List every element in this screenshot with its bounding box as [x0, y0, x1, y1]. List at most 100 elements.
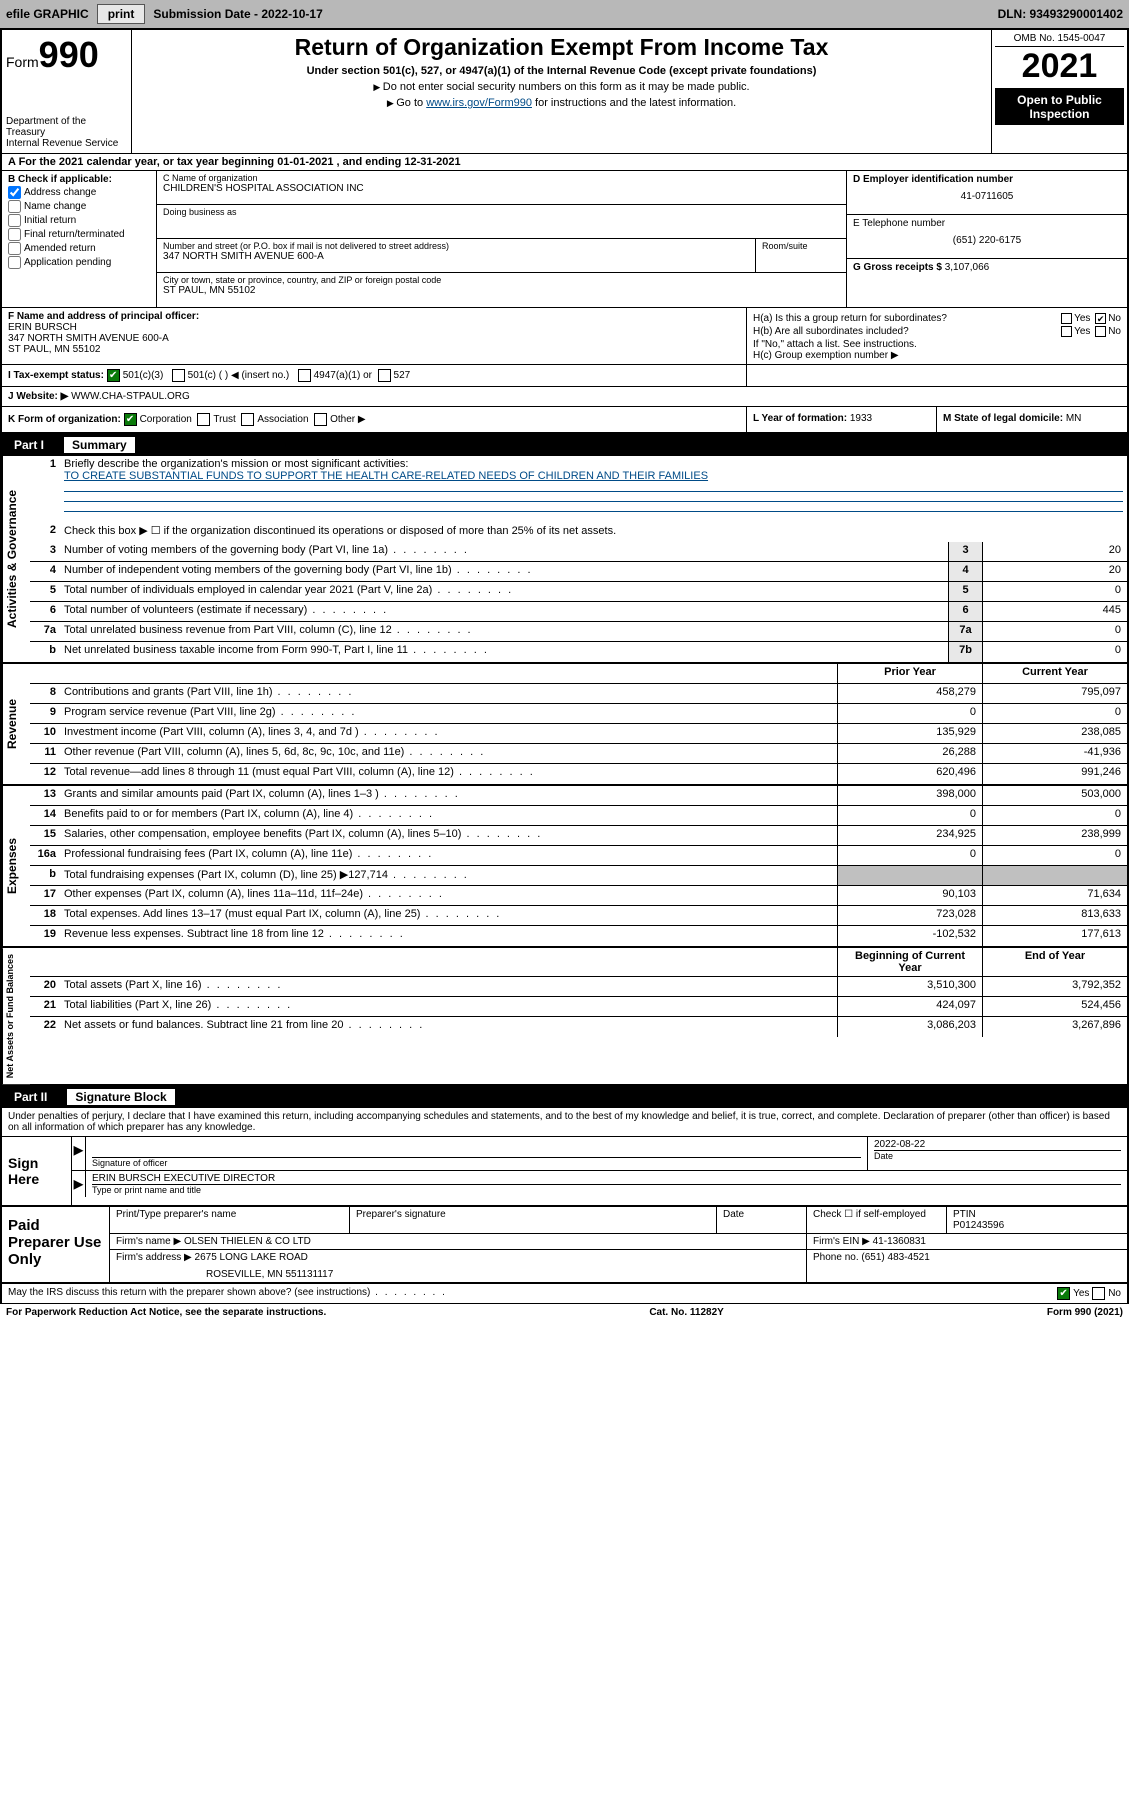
line-num: 11 — [30, 744, 60, 763]
chk-corporation[interactable] — [124, 413, 137, 426]
line-num: 3 — [30, 542, 60, 561]
current-value: 71,634 — [982, 886, 1127, 905]
table-row: 8Contributions and grants (Part VIII, li… — [30, 684, 1127, 704]
ha-yes-box[interactable] — [1061, 313, 1072, 324]
table-row: 21Total liabilities (Part X, line 26)424… — [30, 997, 1127, 1017]
line-desc: Grants and similar amounts paid (Part IX… — [60, 786, 837, 805]
discuss-text: May the IRS discuss this return with the… — [8, 1287, 447, 1300]
chk-address-change[interactable]: Address change — [8, 186, 150, 199]
side-label-netassets: Net Assets or Fund Balances — [2, 948, 30, 1084]
sign-here-block: Sign Here ▸ Signature of officer 2022-08… — [0, 1137, 1129, 1207]
line-desc: Net assets or fund balances. Subtract li… — [60, 1017, 837, 1037]
chk-amended-return[interactable]: Amended return — [8, 242, 150, 255]
sign-date-label: Date — [874, 1150, 1121, 1161]
header-center: Return of Organization Exempt From Incom… — [132, 30, 992, 153]
line-num: 10 — [30, 724, 60, 743]
city-label: City or town, state or province, country… — [163, 275, 840, 285]
print-button[interactable]: print — [97, 4, 146, 24]
gross-value: 3,107,066 — [945, 262, 990, 273]
irs-link[interactable]: www.irs.gov/Form990 — [426, 97, 532, 109]
sign-date: 2022-08-22 — [874, 1139, 1121, 1150]
line-desc: Investment income (Part VIII, column (A)… — [60, 724, 837, 743]
form-title: Return of Organization Exempt From Incom… — [140, 34, 983, 61]
chk-501c[interactable] — [172, 369, 185, 382]
block-fh: F Name and address of principal officer:… — [0, 308, 1129, 365]
chk-name-change[interactable]: Name change — [8, 200, 150, 213]
discuss-no-box[interactable] — [1092, 1287, 1105, 1300]
chk-501c3[interactable] — [107, 369, 120, 382]
org-name-label: C Name of organization — [163, 173, 840, 183]
chk-527[interactable] — [378, 369, 391, 382]
gross-label: G Gross receipts $ — [853, 262, 942, 273]
line-desc: Total number of volunteers (estimate if … — [60, 602, 948, 621]
table-row: 10Investment income (Part VIII, column (… — [30, 724, 1127, 744]
line-desc: Benefits paid to or for members (Part IX… — [60, 806, 837, 825]
paid-preparer-label: Paid Preparer Use Only — [2, 1207, 110, 1282]
prep-h3: Date — [717, 1207, 807, 1233]
current-value: 238,085 — [982, 724, 1127, 743]
discuss-row: May the IRS discuss this return with the… — [0, 1284, 1129, 1304]
line-desc: Revenue less expenses. Subtract line 18 … — [60, 926, 837, 946]
part2-label: Part II — [10, 1090, 51, 1104]
line-num: 14 — [30, 806, 60, 825]
firm-ein: 41-1360831 — [873, 1236, 926, 1247]
tax-status-label: I Tax-exempt status: — [8, 370, 104, 381]
phone-label: E Telephone number — [853, 218, 1121, 229]
line-num: 13 — [30, 786, 60, 805]
line-num: 17 — [30, 886, 60, 905]
hdr-begin-year: Beginning of Current Year — [837, 948, 982, 976]
col-h-group: H(a) Is this a group return for subordin… — [747, 308, 1127, 364]
phone-value: (651) 220-6175 — [853, 235, 1121, 246]
hb-label: H(b) Are all subordinates included? — [753, 326, 909, 337]
chk-trust[interactable] — [197, 413, 210, 426]
discuss-yes-box[interactable] — [1057, 1287, 1070, 1300]
hdr-current-year: Current Year — [982, 664, 1127, 683]
prior-value: 0 — [837, 704, 982, 723]
signer-name: ERIN BURSCH EXECUTIVE DIRECTOR — [92, 1173, 1121, 1184]
part2-title: Signature Block — [67, 1089, 174, 1105]
line-1-num: 1 — [30, 456, 60, 522]
chk-other[interactable] — [314, 413, 327, 426]
col-c-org-info: C Name of organization CHILDREN'S HOSPIT… — [157, 171, 847, 307]
chk-4947[interactable] — [298, 369, 311, 382]
city-value: ST PAUL, MN 55102 — [163, 285, 840, 296]
form-word: Form — [6, 54, 39, 70]
current-value: -41,936 — [982, 744, 1127, 763]
line-box: 6 — [948, 602, 982, 621]
prior-value: 90,103 — [837, 886, 982, 905]
line-1-desc: Briefly describe the organization's miss… — [60, 456, 1127, 522]
section-expenses: Expenses 13Grants and similar amounts pa… — [0, 786, 1129, 948]
website-label: J Website: ▶ — [8, 391, 68, 402]
line-desc: Number of voting members of the governin… — [60, 542, 948, 561]
chk-application-pending[interactable]: Application pending — [8, 256, 150, 269]
line-desc: Contributions and grants (Part VIII, lin… — [60, 684, 837, 703]
signer-name-label: Type or print name and title — [92, 1184, 1121, 1195]
table-row: 18Total expenses. Add lines 13–17 (must … — [30, 906, 1127, 926]
prior-value: 3,510,300 — [837, 977, 982, 996]
bottom-footer: For Paperwork Reduction Act Notice, see … — [0, 1304, 1129, 1321]
year-formation-label: L Year of formation: — [753, 413, 847, 424]
line-desc: Other revenue (Part VIII, column (A), li… — [60, 744, 837, 763]
form-org-label: K Form of organization: — [8, 414, 121, 425]
chk-final-return[interactable]: Final return/terminated — [8, 228, 150, 241]
line-desc: Number of independent voting members of … — [60, 562, 948, 581]
line-desc: Net unrelated business taxable income fr… — [60, 642, 948, 662]
firm-addr-label: Firm's address ▶ — [116, 1252, 192, 1263]
street-label: Number and street (or P.O. box if mail i… — [163, 241, 749, 251]
prior-value: 424,097 — [837, 997, 982, 1016]
hb-yes-box[interactable] — [1061, 326, 1072, 337]
line-desc: Other expenses (Part IX, column (A), lin… — [60, 886, 837, 905]
line-value: 0 — [982, 642, 1127, 662]
current-value: 0 — [982, 704, 1127, 723]
prior-value: 3,086,203 — [837, 1017, 982, 1037]
prior-value: 620,496 — [837, 764, 982, 784]
chk-initial-return[interactable]: Initial return — [8, 214, 150, 227]
table-row: 7aTotal unrelated business revenue from … — [30, 622, 1127, 642]
current-value: 0 — [982, 846, 1127, 865]
state-domicile-value: MN — [1066, 413, 1082, 424]
hb-no-box[interactable] — [1095, 326, 1106, 337]
ha-no-box[interactable] — [1095, 313, 1106, 324]
part2-header: Part II Signature Block — [0, 1086, 1129, 1108]
chk-association[interactable] — [241, 413, 254, 426]
line-num: 21 — [30, 997, 60, 1016]
